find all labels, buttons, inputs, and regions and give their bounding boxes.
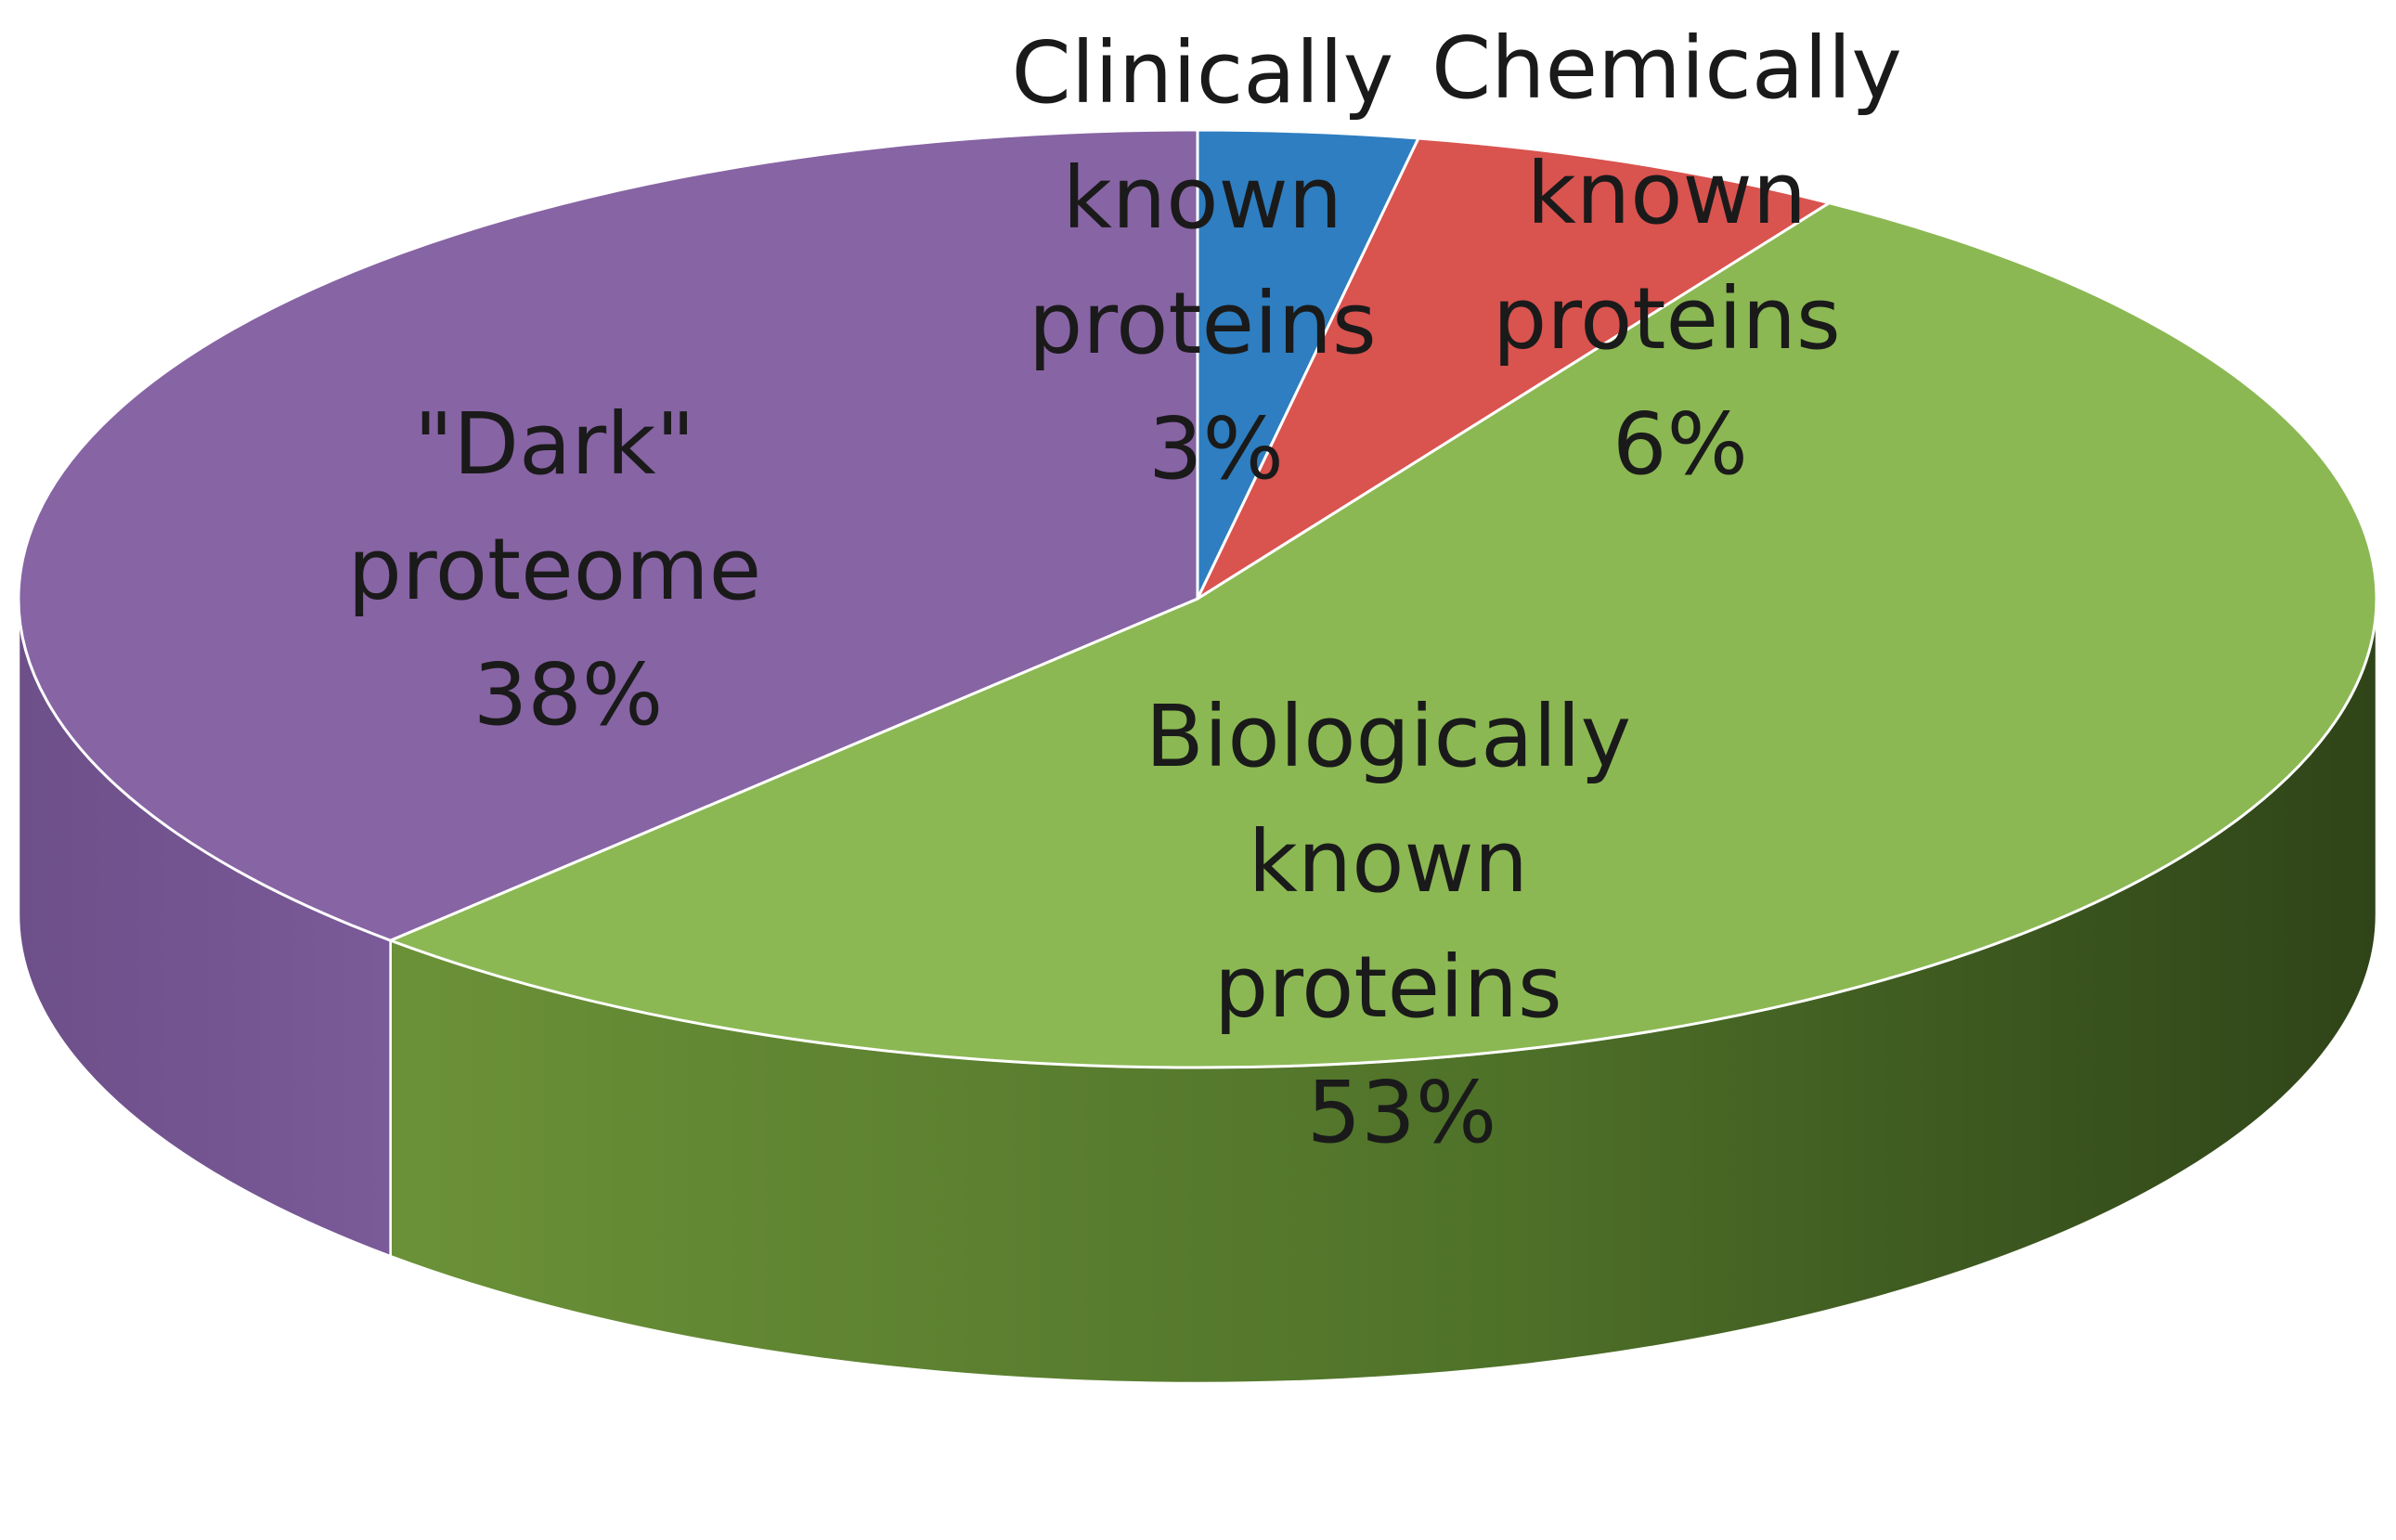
slice-biologically-known-proteins [386, 201, 2378, 1069]
label-biologically: Biologically known proteins 53% [1146, 687, 1659, 1162]
label-clinically: Clinically known proteins 3% [1011, 23, 1420, 498]
label-chemically: Chemically known proteins 6% [1431, 19, 1929, 494]
pie-labels: Clinically known proteins 3% Chemically … [348, 19, 1929, 1162]
slice-chemically-known-proteins [1194, 136, 1833, 603]
slice-dark-proteome [17, 128, 1199, 942]
label-dark-proteome: "Dark" proteome 38% [348, 395, 789, 744]
pie-tops [17, 128, 2378, 1069]
